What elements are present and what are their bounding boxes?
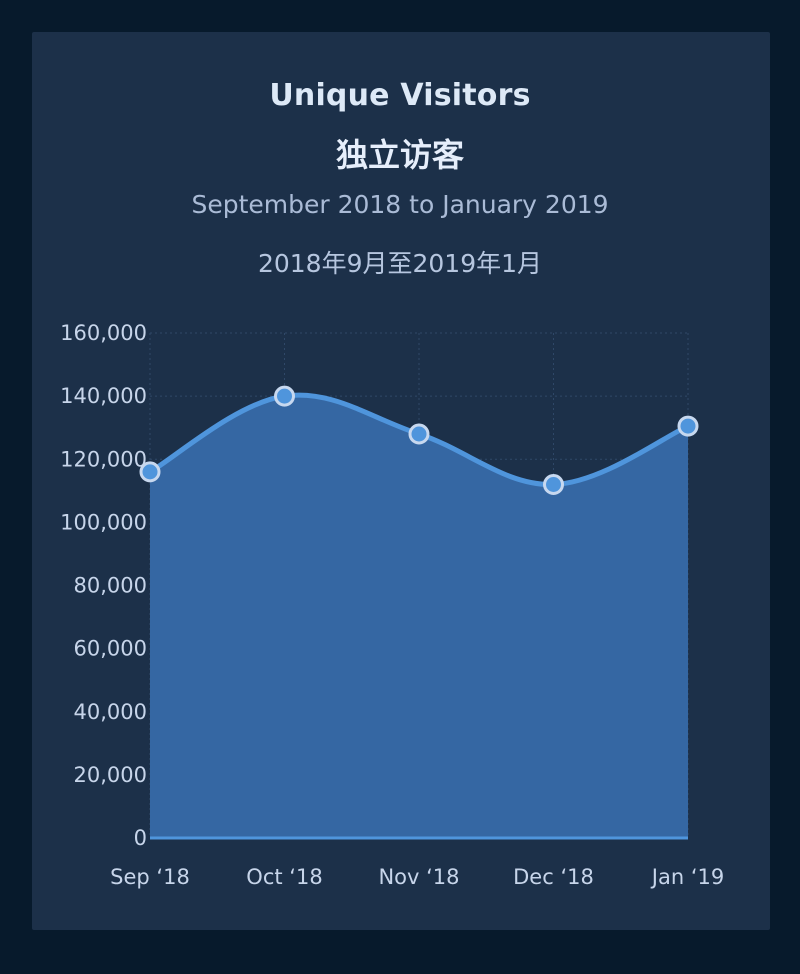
area-layer (147, 392, 691, 840)
y-tick-label: 160,000 (60, 321, 147, 345)
chart-title-zh: 独立访客 (335, 136, 464, 174)
y-tick-label: 80,000 (74, 574, 147, 598)
chart-subtitle-zh: 2018年9月至2019年1月 (257, 249, 543, 278)
y-tick-label: 0 (134, 826, 147, 850)
x-tick-label: Dec ‘18 (513, 865, 594, 889)
y-tick-label: 60,000 (74, 637, 147, 661)
x-tick-label: Nov ‘18 (378, 865, 459, 889)
data-point-3[interactable] (408, 423, 430, 445)
y-tick-label: 40,000 (74, 700, 147, 724)
x-tick-label: Oct ‘18 (246, 865, 322, 889)
y-tick-label: 120,000 (60, 447, 147, 471)
y-tick-label: 140,000 (60, 384, 147, 408)
chart-title: Unique Visitors (269, 78, 531, 113)
x-tick-label: Sep ‘18 (110, 865, 190, 889)
data-point-2[interactable] (274, 385, 295, 407)
y-tick-label: 100,000 (60, 510, 147, 534)
area-fill (150, 395, 688, 838)
y-tick-label: 20,000 (74, 763, 147, 787)
data-point-5[interactable] (677, 415, 699, 437)
data-point-4[interactable] (543, 474, 564, 495)
data-markers (139, 385, 699, 495)
y-axis-labels: 0 20,000 40,000 60,000 80,000 100,000 120,000 1… (60, 321, 147, 850)
x-axis-labels: Sep ‘18 Oct ‘18 Nov ‘18 Dec ‘18 Jan ‘19 (110, 865, 724, 889)
x-tick-label: Jan ‘19 (650, 865, 724, 889)
chart-subtitle: September 2018 to January 2019 (191, 190, 609, 219)
data-point-1[interactable] (139, 461, 161, 483)
